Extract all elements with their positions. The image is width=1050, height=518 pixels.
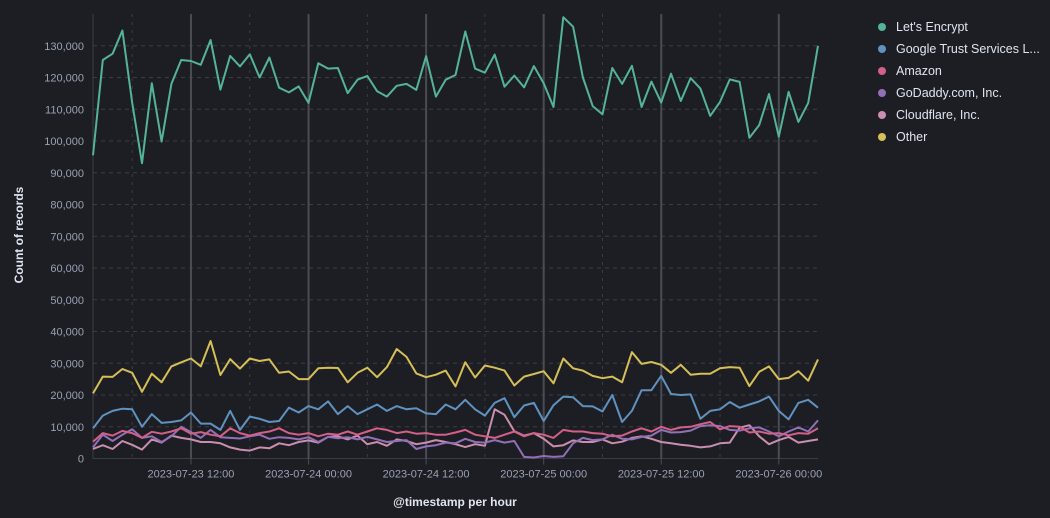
y-tick-label: 20,000 xyxy=(50,390,84,402)
y-tick-label: 100,000 xyxy=(44,136,84,148)
y-tick-label: 10,000 xyxy=(50,422,84,434)
y-tick-label: 60,000 xyxy=(50,263,84,275)
series-layer xyxy=(92,16,819,459)
legend-swatch-icon xyxy=(878,67,886,75)
series-line-google-trust-services-l xyxy=(92,374,819,431)
legend-swatch-icon xyxy=(878,133,886,141)
legend-label: Amazon xyxy=(896,64,942,78)
series-line-godaddy-com-inc xyxy=(92,419,819,459)
legend-label: GoDaddy.com, Inc. xyxy=(896,86,1003,100)
y-tick-label: 30,000 xyxy=(50,358,84,370)
y-tick-label: 130,000 xyxy=(44,41,84,53)
x-tick-labels: 2023-07-23 12:00 2023-07-24 00:00 2023-07-… xyxy=(148,458,822,481)
series-line-other xyxy=(92,340,819,394)
legend-item[interactable]: Other xyxy=(878,126,1048,148)
legend-swatch-icon xyxy=(878,45,886,53)
x-axis-label: @timestamp per hour xyxy=(393,495,517,509)
y-axis-label: Count of records xyxy=(12,186,26,284)
x-tick-label: 2023-07-25 00:00 xyxy=(500,469,587,481)
legend-label: Google Trust Services L... xyxy=(896,42,1040,56)
y-tick-label: 40,000 xyxy=(50,327,84,339)
legend-item[interactable]: Let's Encrypt xyxy=(878,16,1048,38)
legend-item[interactable]: GoDaddy.com, Inc. xyxy=(878,82,1048,104)
legend: Let's Encrypt Google Trust Services L... A… xyxy=(878,16,1048,148)
legend-item[interactable]: Cloudflare, Inc. xyxy=(878,104,1048,126)
x-tick-label: 2023-07-25 12:00 xyxy=(618,469,705,481)
y-tick-labels: 0 10,000 20,000 30,000 40,000 50,000 60,000 70,… xyxy=(44,41,84,466)
y-tick-label: 110,000 xyxy=(45,104,84,116)
legend-label: Let's Encrypt xyxy=(896,20,968,34)
x-tick-label: 2023-07-23 12:00 xyxy=(148,469,235,481)
series-line-cloudflare-inc xyxy=(92,408,819,452)
y-tick-label: 80,000 xyxy=(50,200,84,212)
grid-layer xyxy=(92,14,818,459)
y-tick-label: 50,000 xyxy=(50,295,84,307)
y-tick-label: 70,000 xyxy=(50,231,84,243)
legend-label: Other xyxy=(896,130,928,144)
series-line-amazon xyxy=(92,421,819,443)
legend-item[interactable]: Amazon xyxy=(878,60,1048,82)
x-tick-label: 2023-07-24 12:00 xyxy=(383,469,470,481)
y-tick-label: 120,000 xyxy=(44,73,84,85)
legend-swatch-icon xyxy=(878,89,886,97)
y-tick-label: 0 xyxy=(78,454,84,466)
x-tick-label: 2023-07-24 00:00 xyxy=(265,469,352,481)
x-tick-label: 2023-07-26 00:00 xyxy=(735,469,822,481)
legend-swatch-icon xyxy=(878,111,886,119)
series-line-let-s-encrypt xyxy=(92,16,819,165)
legend-label: Cloudflare, Inc. xyxy=(896,108,981,122)
legend-swatch-icon xyxy=(878,23,886,31)
legend-item[interactable]: Google Trust Services L... xyxy=(878,38,1048,60)
y-tick-label: 90,000 xyxy=(50,168,84,180)
